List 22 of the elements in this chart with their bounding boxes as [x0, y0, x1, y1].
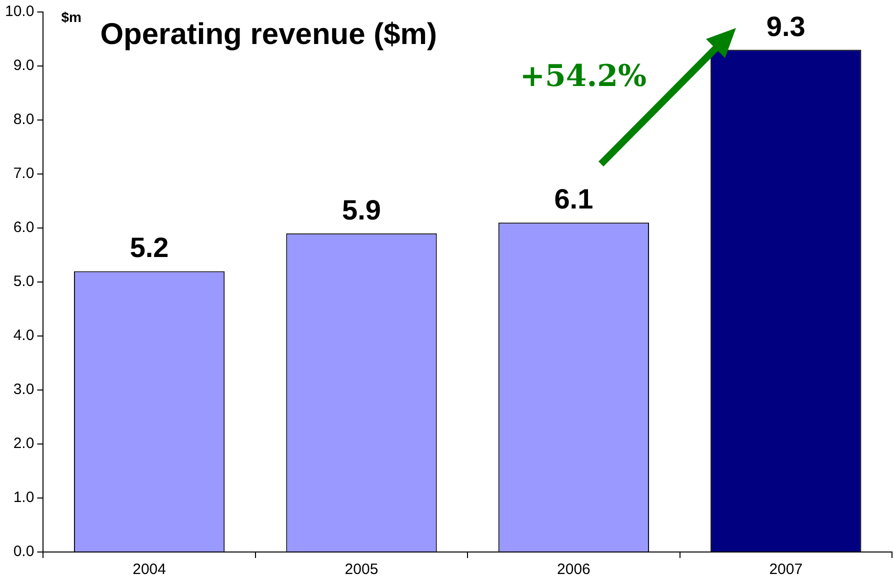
x-tick-label: 2007	[769, 561, 803, 578]
y-tick-label: 8.0	[13, 111, 34, 128]
x-tick-label: 2005	[344, 561, 378, 578]
annotation: +54.2%	[520, 59, 647, 94]
y-tick-label: 10.0	[4, 3, 34, 20]
x-tick-label: 2006	[557, 561, 590, 578]
data-label: 6.1	[554, 184, 594, 215]
x-tick-label: 2004	[132, 561, 166, 578]
y-tick-label: 2.0	[13, 435, 34, 452]
y-tick-label: 9.0	[13, 57, 34, 74]
y-tick-label: 4.0	[13, 327, 34, 344]
y-tick-label: 6.0	[13, 219, 34, 236]
y-axis-title: $m	[61, 9, 82, 25]
y-tick-label: 0.0	[13, 543, 34, 560]
data-label: 5.2	[130, 232, 169, 264]
data-label: 5.9	[342, 194, 381, 226]
y-tick-label: 7.0	[13, 165, 34, 182]
y-tick-label: 3.0	[13, 381, 34, 398]
chart-title: Operating revenue ($m)	[100, 18, 437, 51]
y-tick-label: 5.0	[13, 273, 34, 290]
data-label: 9.3	[766, 10, 806, 42]
y-tick-label: 1.0	[13, 489, 34, 506]
